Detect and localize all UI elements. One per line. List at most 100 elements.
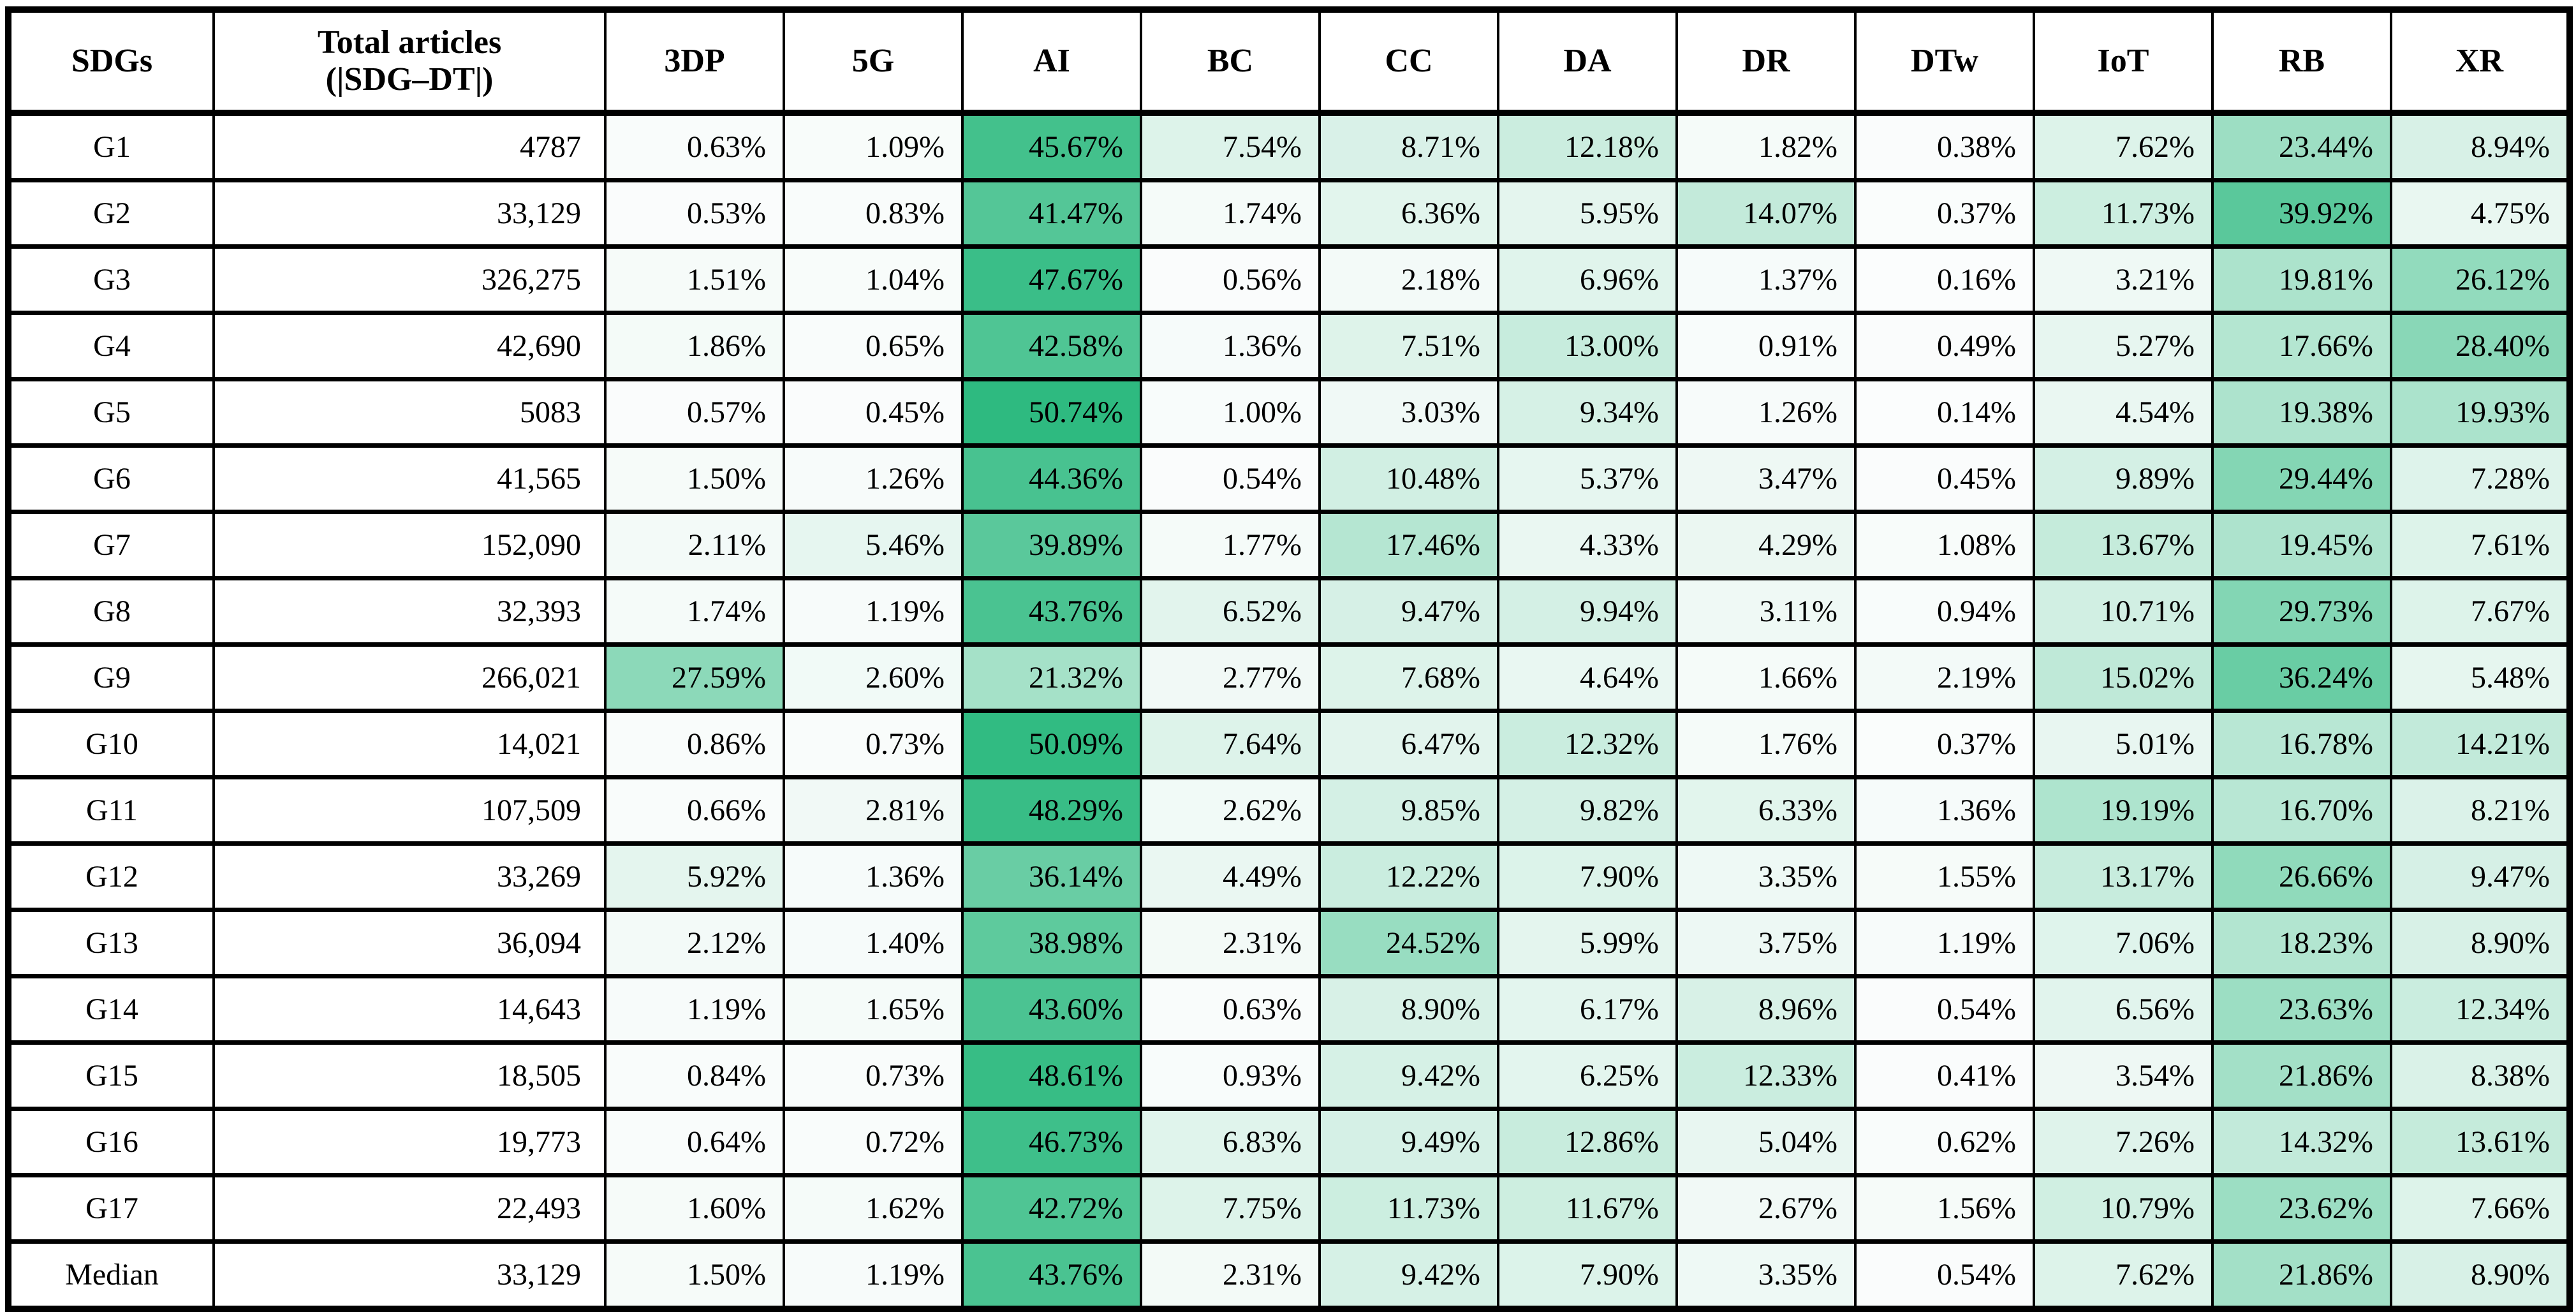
cell-g6-5g: 1.26% — [783, 443, 964, 514]
total-articles-g6: 41,565 — [212, 443, 607, 514]
cell-g12-iot: 13.17% — [2033, 841, 2214, 912]
sdg-label-g1: G1 — [7, 110, 215, 182]
cell-g2-iot: 11.73% — [2033, 178, 2214, 249]
cell-g12-dr: 3.35% — [1675, 841, 1857, 912]
cell-g8-dtw: 0.94% — [1854, 576, 2035, 647]
sdg-label-g7: G7 — [7, 510, 215, 580]
cell-g17-ai: 42.72% — [961, 1173, 1142, 1244]
cell-g2-ai: 41.47% — [961, 178, 1142, 249]
sdg-label-g8: G8 — [7, 576, 215, 647]
cell-g1-dtw: 0.38% — [1854, 110, 2035, 182]
col-header-total-articles: Total articles (|SDG–DT|) — [212, 7, 607, 116]
cell-g11-dtw: 1.36% — [1854, 775, 2035, 846]
cell-g12-cc: 12.22% — [1318, 841, 1499, 912]
cell-g5-cc: 3.03% — [1318, 377, 1499, 448]
total-articles-median: 33,129 — [212, 1239, 607, 1311]
table-row-g1: G1 4787 0.63% 1.09% 45.67% 7.54% 8.71% 12.18% 1.… — [7, 110, 2571, 182]
table-row-g9: G9 266,021 27.59% 2.60% 21.32% 2.77% 7.68% 4.64… — [7, 642, 2571, 713]
cell-g7-dr: 4.29% — [1675, 510, 1857, 580]
sdg-label-g17: G17 — [7, 1173, 215, 1244]
cell-g4-ai: 42.58% — [961, 311, 1142, 381]
cell-g3-cc: 2.18% — [1318, 244, 1499, 315]
cell-g12-rb: 26.66% — [2211, 841, 2392, 912]
cell-g17-iot: 10.79% — [2033, 1173, 2214, 1244]
cell-g2-5g: 0.83% — [783, 178, 964, 249]
cell-g10-cc: 6.47% — [1318, 709, 1499, 779]
cell-g6-iot: 9.89% — [2033, 443, 2214, 514]
table-row-g16: G16 19,773 0.64% 0.72% 46.73% 6.83% 9.49% 12.86… — [7, 1107, 2571, 1177]
cell-g9-iot: 15.02% — [2033, 642, 2214, 713]
total-articles-g12: 33,269 — [212, 841, 607, 912]
cell-g7-5g: 5.46% — [783, 510, 964, 580]
total-articles-g14: 14,643 — [212, 974, 607, 1045]
total-articles-g1: 4787 — [212, 110, 607, 182]
cell-g3-rb: 19.81% — [2211, 244, 2392, 315]
cell-g4-rb: 17.66% — [2211, 311, 2392, 381]
cell-g9-xr: 5.48% — [2390, 642, 2571, 713]
cell-g16-bc: 6.83% — [1140, 1107, 1321, 1177]
cell-g1-xr: 8.94% — [2390, 110, 2571, 182]
cell-g3-iot: 3.21% — [2033, 244, 2214, 315]
total-articles-g13: 36,094 — [212, 908, 607, 978]
cell-g9-cc: 7.68% — [1318, 642, 1499, 713]
table-row-g3: G3 326,275 1.51% 1.04% 47.67% 0.56% 2.18% 6.96%… — [7, 244, 2571, 315]
cell-g13-ai: 38.98% — [961, 908, 1142, 978]
cell-g5-ai: 50.74% — [961, 377, 1142, 448]
sdg-dt-heatmap-table: SDGs Total articles (|SDG–DT|) 3DP 5G AI BC CC D… — [5, 6, 2573, 1312]
total-articles-g11: 107,509 — [212, 775, 607, 846]
cell-g4-3dp: 1.86% — [604, 311, 785, 381]
cell-g8-da: 9.94% — [1497, 576, 1678, 647]
cell-g10-dtw: 0.37% — [1854, 709, 2035, 779]
cell-g11-dr: 6.33% — [1675, 775, 1857, 846]
cell-g14-5g: 1.65% — [783, 974, 964, 1045]
cell-g13-rb: 18.23% — [2211, 908, 2392, 978]
cell-g16-rb: 14.32% — [2211, 1107, 2392, 1177]
cell-g12-da: 7.90% — [1497, 841, 1678, 912]
cell-g9-da: 4.64% — [1497, 642, 1678, 713]
table-row-g13: G13 36,094 2.12% 1.40% 38.98% 2.31% 24.52% 5.99… — [7, 908, 2571, 978]
col-header-sdgs: SDGs — [7, 7, 215, 116]
total-articles-g5: 5083 — [212, 377, 607, 448]
cell-g15-bc: 0.93% — [1140, 1040, 1321, 1111]
cell-g16-dtw: 0.62% — [1854, 1107, 2035, 1177]
cell-g17-xr: 7.66% — [2390, 1173, 2571, 1244]
cell-g3-5g: 1.04% — [783, 244, 964, 315]
total-articles-g15: 18,505 — [212, 1040, 607, 1111]
cell-g16-dr: 5.04% — [1675, 1107, 1857, 1177]
col-header-dr: DR — [1675, 7, 1857, 116]
cell-g8-3dp: 1.74% — [604, 576, 785, 647]
cell-g4-cc: 7.51% — [1318, 311, 1499, 381]
cell-g12-5g: 1.36% — [783, 841, 964, 912]
cell-median-3dp: 1.50% — [604, 1239, 785, 1311]
cell-g3-dr: 1.37% — [1675, 244, 1857, 315]
cell-g13-cc: 24.52% — [1318, 908, 1499, 978]
cell-g8-dr: 3.11% — [1675, 576, 1857, 647]
cell-g5-dr: 1.26% — [1675, 377, 1857, 448]
table-row-g10: G10 14,021 0.86% 0.73% 50.09% 7.64% 6.47% 12.32… — [7, 709, 2571, 779]
cell-g1-iot: 7.62% — [2033, 110, 2214, 182]
cell-g10-3dp: 0.86% — [604, 709, 785, 779]
cell-median-xr: 8.90% — [2390, 1239, 2571, 1311]
cell-g17-cc: 11.73% — [1318, 1173, 1499, 1244]
cell-g7-iot: 13.67% — [2033, 510, 2214, 580]
cell-g7-bc: 1.77% — [1140, 510, 1321, 580]
cell-g1-ai: 45.67% — [961, 110, 1142, 182]
cell-median-rb: 21.86% — [2211, 1239, 2392, 1311]
table-row-median: Median 33,129 1.50% 1.19% 43.76% 2.31% 9.42% 7.… — [7, 1239, 2571, 1311]
cell-g6-dr: 3.47% — [1675, 443, 1857, 514]
cell-g8-bc: 6.52% — [1140, 576, 1321, 647]
cell-g11-rb: 16.70% — [2211, 775, 2392, 846]
cell-g2-bc: 1.74% — [1140, 178, 1321, 249]
cell-median-da: 7.90% — [1497, 1239, 1678, 1311]
table-row-g12: G12 33,269 5.92% 1.36% 36.14% 4.49% 12.22% 7.90… — [7, 841, 2571, 912]
cell-g13-3dp: 2.12% — [604, 908, 785, 978]
sdg-label-g3: G3 — [7, 244, 215, 315]
total-articles-g17: 22,493 — [212, 1173, 607, 1244]
cell-g14-dtw: 0.54% — [1854, 974, 2035, 1045]
col-header-da: DA — [1497, 7, 1678, 116]
cell-g8-5g: 1.19% — [783, 576, 964, 647]
cell-g4-xr: 28.40% — [2390, 311, 2571, 381]
table-row-g11: G11 107,509 0.66% 2.81% 48.29% 2.62% 9.85% 9.82… — [7, 775, 2571, 846]
cell-median-dtw: 0.54% — [1854, 1239, 2035, 1311]
cell-g7-da: 4.33% — [1497, 510, 1678, 580]
